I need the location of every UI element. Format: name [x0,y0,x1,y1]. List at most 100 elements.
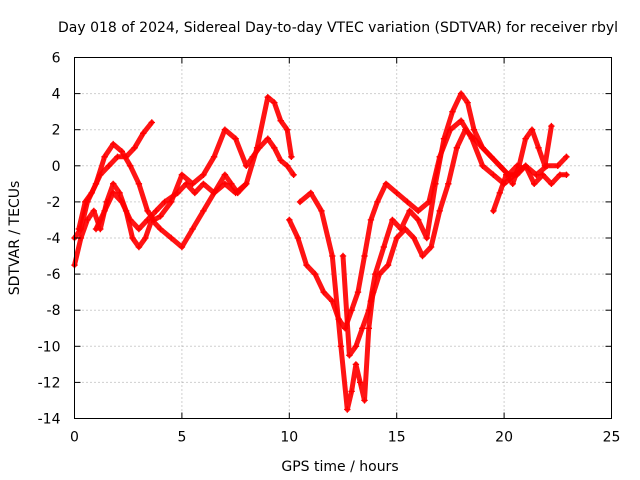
data-point [432,180,439,187]
data-point [556,171,564,178]
data-point [210,153,218,160]
data-point [490,207,497,215]
data-point [118,198,125,206]
data-point [277,157,284,164]
data-point [135,225,143,233]
data-point [522,162,529,169]
data-point [361,397,368,404]
data-point [382,180,390,187]
data-point [402,225,409,233]
data-point [359,325,366,332]
data-point [535,144,542,151]
data-point [539,171,546,178]
data-point [488,153,495,160]
data-point [82,198,89,206]
data-point [210,189,218,197]
series-track-6 [296,189,377,413]
data-point [110,140,117,148]
data-point [346,352,353,359]
data-point [271,99,278,106]
data-point [348,388,355,395]
data-point [110,180,117,187]
data-point [348,307,355,314]
data-point [554,162,561,169]
data-point [427,243,435,251]
data-point [344,406,351,413]
data-point [294,234,302,242]
data-point [150,216,158,224]
x-tick-label: 25 [603,430,621,446]
data-point [221,171,229,178]
data-point [88,189,95,197]
y-tick-label: -6 [47,267,61,283]
y-tick-label: 6 [52,51,61,67]
axis-ticks: 0 5 10 15 20 25 -14 -12 -10 -8 -6 -4 -2 0 2 4 6 [38,51,621,446]
data-point [249,153,256,160]
data-point [410,234,418,242]
data-point [415,207,422,215]
data-point [503,171,510,178]
data-point [357,379,364,386]
data-point [548,122,555,130]
series-group [71,90,570,413]
data-point [479,144,486,151]
data-point [200,207,207,215]
data-point [361,252,368,260]
data-point [318,207,325,215]
data-point [296,198,304,206]
data-point [178,171,186,178]
data-point [320,288,327,296]
data-point [92,225,100,233]
x-tick-label: 20 [495,430,513,446]
series-line [72,94,294,268]
data-point [135,243,143,251]
data-point [284,126,291,133]
y-tick-label: 2 [52,123,61,139]
data-point [168,234,175,242]
data-point [365,325,372,332]
data-point [232,135,239,142]
series-line [490,123,554,214]
data-point [290,171,297,178]
data-point [75,225,82,233]
data-point [303,261,310,269]
data-point [101,153,108,160]
data-point [144,216,151,224]
data-point [127,216,134,224]
data-point [533,171,540,178]
data-point [496,162,503,169]
series-track-3 [75,119,155,233]
data-point [376,270,383,278]
data-point [127,162,134,169]
data-point [264,135,271,142]
data-point [131,144,138,151]
data-point [122,153,130,160]
y-tick-label: -4 [47,231,61,247]
data-point [129,234,136,242]
data-point [440,135,448,142]
data-point [496,189,503,197]
data-point [157,225,164,233]
data-point [144,207,151,215]
data-point [352,343,360,350]
y-tick-label: -10 [38,339,61,355]
data-point [116,189,123,197]
data-point [389,216,396,224]
data-point [271,144,278,151]
y-tick-label: 0 [52,159,61,175]
data-point [277,117,284,124]
data-point [110,189,117,197]
chart-title: Day 018 of 2024, Sidereal Day-to-day VTE… [58,20,618,36]
data-point [531,180,538,187]
data-point [161,198,168,206]
y-tick-label: -8 [47,303,61,319]
series-track-1 [71,94,295,269]
data-point [264,94,271,101]
data-point [470,135,478,142]
data-point [374,198,381,206]
data-point [490,171,497,178]
data-point [367,216,375,224]
data-point [243,162,250,169]
data-point [380,243,387,251]
